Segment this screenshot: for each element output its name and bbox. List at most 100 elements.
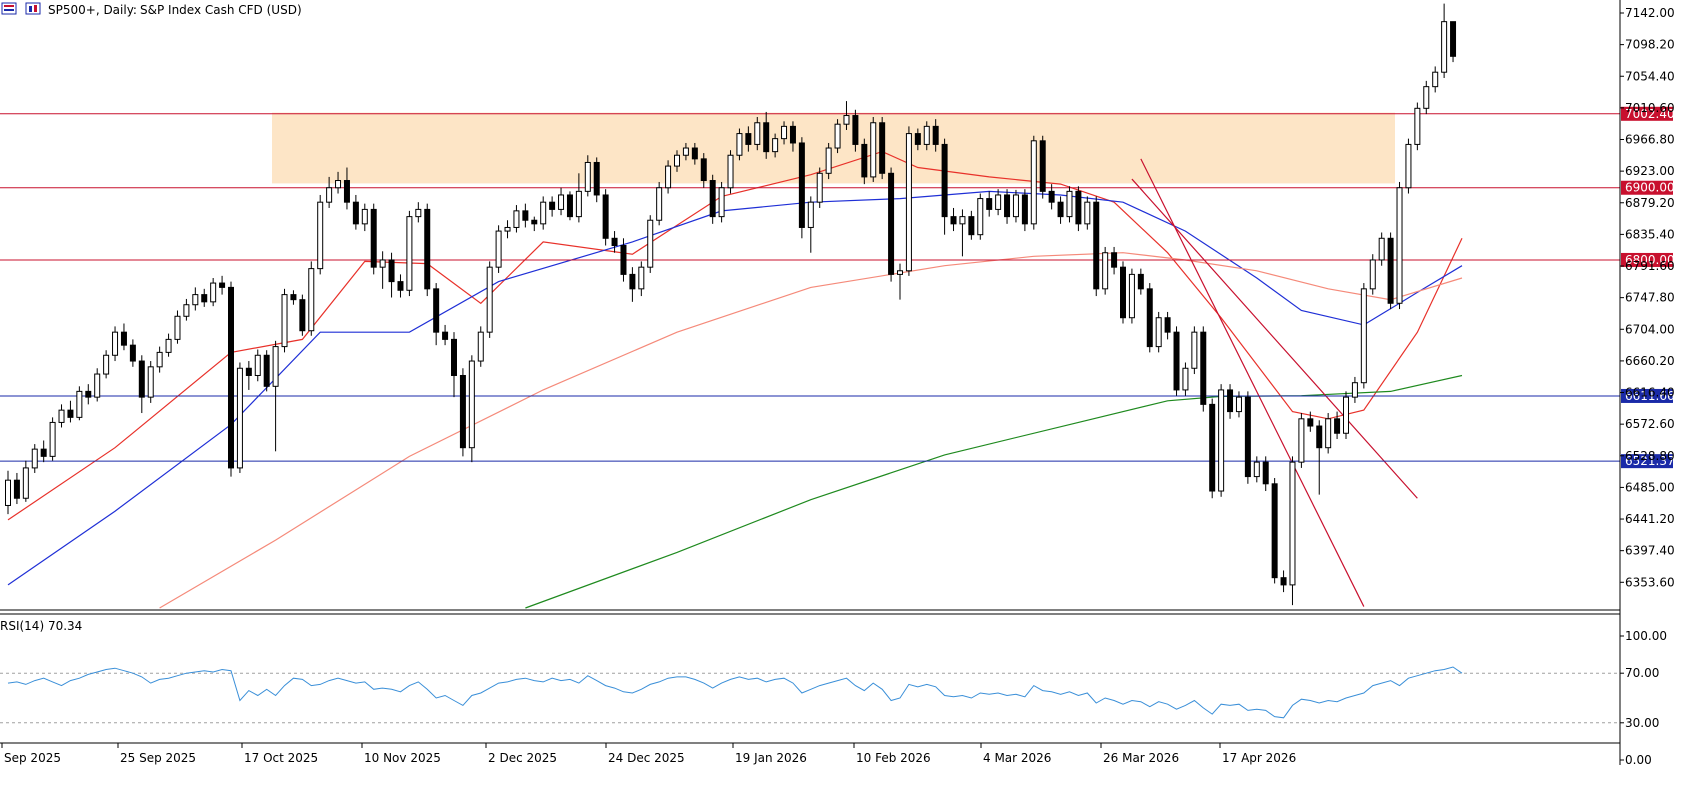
level-tag-4 [1621,388,1673,403]
candle [1155,311,1162,353]
price-tick-label: 6572.60 [1625,417,1675,431]
candle [932,119,939,152]
candle [210,278,217,307]
candle [745,126,752,152]
candle [219,275,226,295]
candle [1039,135,1046,199]
candle [451,332,457,398]
candle [638,261,645,297]
date-tick-label: 17 Apr 2026 [1222,751,1296,765]
level-label-5: 6521.37 [1625,454,1675,468]
candle [415,202,422,223]
candle [870,116,877,182]
trendline-1[interactable] [1140,158,1365,607]
price-tick-label: 6353.60 [1625,575,1675,589]
candle [1218,384,1225,497]
candle [1012,189,1019,223]
candle [674,150,680,172]
candle [138,355,145,414]
price-tick-label: 6923.00 [1625,164,1675,178]
trendlines [1131,158,1418,607]
candle [94,368,101,402]
candle [1387,232,1394,310]
level-tag-2 [1621,180,1673,195]
candle [1004,189,1011,224]
candle [58,404,65,428]
candle [308,261,315,336]
candle [522,203,529,228]
rsi-axis: 100.00 70.00 30.00 0.00 [1620,629,1667,767]
candle [299,294,306,336]
candle [888,167,895,282]
rsi-pane: RSI(14) 70.34 100.00 70.00 30.00 0.00 [0,619,1667,767]
price-tick-label: 6879.20 [1625,196,1675,210]
candle [923,121,930,151]
candle [1066,186,1073,223]
date-tick-label: 17 Oct 2025 [244,751,318,765]
candle [1164,311,1171,340]
candle [852,109,859,152]
level-label-3: 6800.00 [1625,253,1675,267]
candle [620,238,627,282]
trendline-2[interactable] [1131,178,1418,499]
candle [540,196,547,230]
date-axis: Sep 2025 25 Sep 2025 17 Oct 2025 10 Nov 202… [1,743,1296,765]
candle [905,126,912,276]
price-tick-label: 6791.60 [1625,259,1675,273]
candle [995,189,1002,216]
price-pane: 7002.40 6900.00 6800.00 6611.66 6521.37 [0,3,1675,609]
candle [879,116,886,180]
rsi-line [7,666,1463,719]
candle [49,417,56,461]
candle [575,173,582,223]
candle [816,167,823,208]
candle [495,225,502,273]
candle [897,263,903,300]
candle [183,298,190,321]
candle [691,142,698,165]
candle [1351,376,1358,403]
candles [5,3,1457,606]
price-tick-label: 6966.80 [1625,133,1675,147]
candle [1146,283,1153,353]
candle [1182,362,1189,396]
date-tick-label: 10 Feb 2026 [856,751,931,765]
candle [602,189,609,246]
candle [165,333,172,357]
candle [290,290,297,305]
candle [468,355,475,463]
candle [442,324,449,346]
candle [1280,570,1287,593]
candle [361,203,368,232]
horizontal-levels: 7002.40 6900.00 6800.00 6611.66 6521.37 [0,106,1675,469]
candle [558,187,565,216]
candle [629,267,636,302]
candle [504,220,511,239]
sma-100-line [159,252,1463,609]
candle [843,101,850,130]
candle [1325,413,1332,454]
candle [1200,326,1207,412]
candle [379,251,386,289]
candle [566,191,573,221]
candle [1253,456,1260,483]
candle [192,287,199,311]
date-tick-label: 26 Mar 2026 [1103,751,1179,765]
resistance-zone [272,112,1395,184]
candle [665,160,672,194]
candle [1298,413,1305,468]
candle [245,361,252,390]
candle [317,194,324,275]
candle [174,310,181,344]
candle [584,155,591,197]
price-tick-label: 6747.80 [1625,291,1675,305]
candle [1396,181,1403,310]
candle [1235,391,1242,418]
candle [22,460,29,502]
rsi-tick-label: 100.00 [1625,629,1667,643]
chart-type-icon[interactable] [25,2,41,15]
candle [13,472,20,505]
chart-menu-icon[interactable] [1,2,17,15]
candle [656,181,663,226]
